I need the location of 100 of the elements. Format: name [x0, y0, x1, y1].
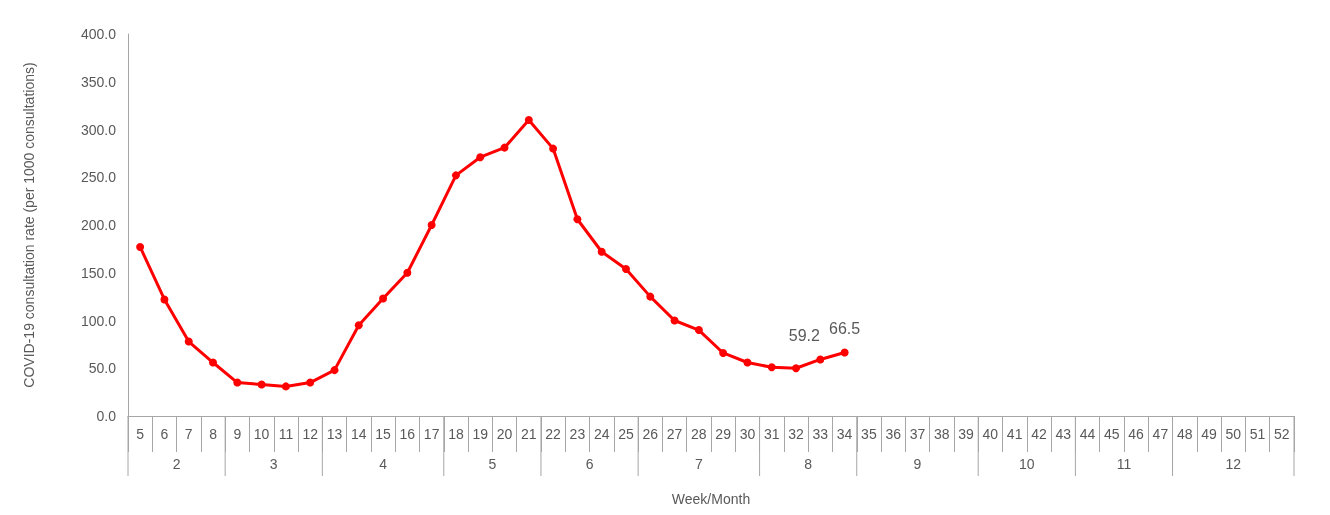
x-tick-label: 42 — [1031, 426, 1047, 442]
y-tick-label: 350.0 — [80, 73, 117, 90]
y-tick-label: 100.0 — [80, 312, 117, 329]
point — [427, 221, 436, 229]
x-tick-label: 37 — [909, 426, 926, 442]
point — [500, 143, 509, 152]
text: 7 — [694, 456, 703, 472]
text: 11 — [1116, 456, 1132, 472]
x-tick-label: 7 — [184, 426, 193, 442]
x-tick-label: 48 — [1176, 426, 1193, 442]
x-tick-label: 36 — [885, 426, 902, 442]
text: 10 — [1019, 456, 1035, 472]
point — [646, 292, 655, 301]
point — [767, 363, 776, 372]
x-tick-label: 6 — [160, 426, 169, 442]
x-tick-label: 51 — [1249, 426, 1266, 442]
y-tick-label: 250.0 — [80, 169, 117, 186]
point — [694, 326, 703, 335]
point — [476, 153, 485, 162]
x-tick-label: 35 — [861, 426, 877, 442]
point — [233, 378, 242, 387]
x-tick-label: 10 — [253, 426, 270, 442]
point — [281, 382, 290, 391]
x-tick-label: 49 — [1201, 426, 1217, 442]
x-tick-label: 8 — [209, 426, 218, 442]
x-tick-label: 38 — [933, 426, 950, 442]
point — [621, 264, 630, 273]
x-tick-label: 22 — [545, 426, 562, 442]
y-tick-label: 150.0 — [80, 264, 117, 281]
text: 5 — [488, 456, 497, 472]
x-tick-label: 52 — [1274, 426, 1290, 442]
point — [354, 321, 363, 330]
x-tick-label: 20 — [496, 426, 513, 442]
point — [816, 355, 825, 364]
point — [209, 358, 218, 367]
point — [743, 358, 752, 367]
x-axis-title: Week/Month — [671, 491, 751, 507]
point — [403, 268, 412, 277]
x-tick-label: 31 — [763, 426, 780, 442]
text: 12 — [1225, 456, 1242, 472]
y-tick-label: 50.0 — [88, 360, 117, 377]
x-tick-label: 12 — [302, 426, 319, 442]
point — [257, 380, 266, 389]
x-tick-label: 13 — [326, 426, 343, 442]
x-tick-label: 18 — [448, 426, 464, 442]
y-tick-label: 200.0 — [80, 217, 117, 233]
x-tick-label: 17 — [423, 426, 440, 442]
point — [597, 247, 606, 256]
x-tick-label: 24 — [593, 426, 610, 442]
text: 8 — [804, 456, 813, 472]
x-tick-label: 44 — [1079, 426, 1096, 442]
x-tick-label: 45 — [1104, 426, 1120, 442]
x-tick-label: 29 — [715, 426, 732, 442]
x-tick-label: 39 — [958, 426, 975, 442]
x-tick-label: 27 — [666, 426, 683, 442]
point — [136, 242, 145, 251]
point — [451, 171, 460, 180]
point — [792, 364, 801, 373]
x-tick-label: 19 — [472, 426, 489, 442]
point — [573, 215, 582, 224]
x-tick-label: 33 — [812, 426, 829, 442]
point — [160, 295, 169, 304]
x-tick-label: 21 — [521, 426, 537, 442]
x-tick-label: 25 — [618, 426, 634, 442]
point — [184, 337, 193, 346]
x-tick-label: 40 — [982, 426, 999, 442]
text: 9 — [913, 456, 922, 472]
y-axis-title: COVID-19 consultation rate (per 1000 consultations) — [21, 62, 37, 388]
x-tick-label: 5 — [136, 426, 145, 442]
point — [670, 316, 679, 325]
y-tick-label: 300.0 — [80, 121, 117, 138]
x-tick-label: 16 — [399, 426, 416, 442]
x-tick-label: 32 — [788, 426, 805, 442]
x-tick-label: 50 — [1225, 426, 1242, 442]
point — [330, 366, 339, 375]
x-tick-label: 15 — [375, 426, 392, 442]
x-tick-label: 14 — [350, 426, 367, 442]
x-tick-label: 26 — [642, 426, 659, 442]
text: 6 — [585, 456, 594, 472]
point — [524, 115, 533, 124]
x-tick-label: 30 — [739, 426, 756, 442]
x-tick-label: 23 — [569, 426, 586, 442]
x-tick-label: 11 — [278, 426, 294, 442]
x-tick-label: 41 — [1006, 426, 1023, 442]
point — [379, 294, 388, 303]
point — [840, 348, 849, 357]
x-tick-label: 46 — [1128, 426, 1145, 442]
text: 3 — [269, 456, 278, 472]
text: 4 — [379, 456, 388, 472]
text: 2 — [172, 456, 181, 472]
x-tick-label: 43 — [1055, 426, 1072, 442]
x-tick-label: 9 — [233, 426, 242, 442]
y-tick-label: 400.0 — [80, 26, 117, 42]
data-label: 66.5 — [829, 319, 861, 337]
data-label: 59.2 — [788, 326, 820, 344]
point — [306, 378, 315, 387]
x-tick-label: 34 — [836, 426, 853, 442]
x-tick-label: 28 — [691, 426, 707, 442]
point — [549, 144, 558, 153]
x-tick-label: 47 — [1152, 426, 1169, 442]
